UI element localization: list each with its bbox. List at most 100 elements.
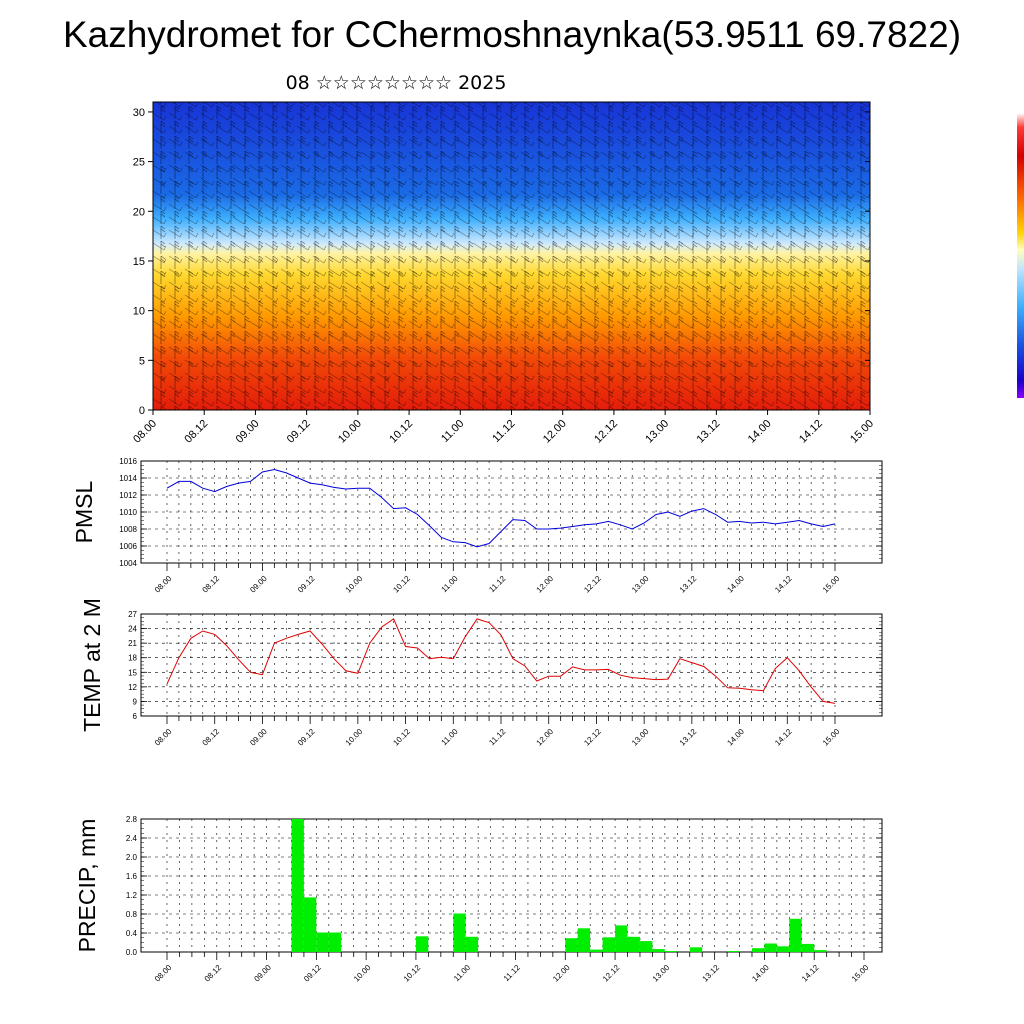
y-tick-label: 0.8 <box>126 910 138 919</box>
x-tick-label: 11.12 <box>502 963 522 983</box>
precip-panel: 0.0 0.4 0.8 1.2 1.6 2.0 2.4 2.8 08.00 08.12 09.00 0… <box>74 815 883 984</box>
x-tick-label: 13.00 <box>630 574 651 595</box>
x-tick-label: 11.12 <box>487 574 507 594</box>
y-tick-label: 1010 <box>119 508 137 517</box>
x-tick-label: 09.12 <box>302 963 323 984</box>
x-tick-label: 13.00 <box>630 727 651 748</box>
x-tick-label: 08.00 <box>131 418 159 446</box>
x-tick-label: 11.00 <box>439 418 466 445</box>
precip-bar <box>801 943 815 952</box>
x-tick-label: 15.00 <box>821 574 842 595</box>
x-tick-label: 13.12 <box>678 727 699 748</box>
x-tick-label: 11.00 <box>440 727 460 747</box>
x-tick-label: 08.12 <box>201 574 222 595</box>
series-line <box>166 618 836 704</box>
y-tick-label: 30 <box>133 107 145 119</box>
precip-bar <box>640 941 653 952</box>
precip-bar <box>776 946 790 952</box>
y-tick-label: 1014 <box>119 474 137 483</box>
x-tick-label: 14.00 <box>725 727 746 748</box>
x-tick-label: 11.12 <box>487 727 507 747</box>
x-tick-label: 13.00 <box>651 963 672 984</box>
x-tick-label: 13.12 <box>695 418 723 446</box>
x-tick-label: 12.00 <box>541 418 569 446</box>
x-tick-label: 12.00 <box>535 574 556 595</box>
cross-section-x-axis: 08.00 08.12 09.00 09.12 10.00 10.12 11.00 11.12… <box>131 410 876 446</box>
x-tick-label: 09.00 <box>248 727 269 748</box>
panel-frame <box>140 613 883 717</box>
y-tick-label: 0 <box>139 405 145 417</box>
x-tick-label: 10.00 <box>344 727 365 748</box>
y-tick-label: 1008 <box>119 525 137 534</box>
panel-frame <box>140 818 883 953</box>
x-tick-label: 10.00 <box>344 574 365 595</box>
precip-bar <box>316 932 329 952</box>
y-tick-label: 2.8 <box>126 815 138 824</box>
y-tick-label: 5 <box>139 355 145 367</box>
wind-barbs-overlay <box>153 102 870 410</box>
x-tick-label: 13.00 <box>643 418 671 446</box>
x-tick-label: 14.00 <box>750 963 771 984</box>
precip-bar <box>565 938 578 952</box>
temperature-panel: 6 9 12 15 18 21 24 27 08.00 08.12 09.00 09.12 10.00 1… <box>79 598 883 748</box>
y-tick-label: 1.6 <box>126 872 138 881</box>
x-tick-label: 12.00 <box>551 963 572 984</box>
y-tick-label: 12 <box>128 683 137 692</box>
x-tick-label: 15.00 <box>821 727 842 748</box>
y-tick-label: 6 <box>133 712 138 721</box>
y-tick-label: 0.0 <box>126 948 138 957</box>
precip-bar <box>727 951 740 952</box>
x-tick-label: 14.12 <box>773 727 794 748</box>
x-tick-label: 14.12 <box>773 574 794 595</box>
y-tick-label: 15 <box>128 668 137 677</box>
x-tick-label: 11.00 <box>452 963 472 983</box>
y-tick-label: 1006 <box>119 542 137 551</box>
precip-bar <box>664 951 678 952</box>
precip-bar <box>328 932 342 952</box>
x-tick-label: 11.00 <box>440 574 460 594</box>
cross-section-y-axis: 0 5 10 15 20 25 30 <box>133 107 870 417</box>
panel-frame <box>140 460 883 564</box>
x-tick-label: 14.00 <box>746 418 774 446</box>
x-tick-label: 10.12 <box>387 418 415 446</box>
x-tick-label: 12.12 <box>601 963 622 984</box>
x-tick-label: 15.00 <box>848 418 876 446</box>
precip-bar <box>789 918 802 953</box>
y-tick-label: 2.4 <box>126 834 138 843</box>
y-axis-label: PRECIP, mm <box>74 819 100 953</box>
y-tick-label: 15 <box>133 256 145 268</box>
precip-bar <box>602 937 615 952</box>
x-tick-label: 14.12 <box>797 418 825 446</box>
x-tick-label: 10.00 <box>352 963 373 984</box>
x-tick-label: 08.00 <box>153 963 174 984</box>
y-tick-label: 24 <box>128 625 137 634</box>
chart-title: Kazhydromet for CChermoshnaynka(53.9511 … <box>62 14 962 55</box>
cross-section-panel: 0 5 10 15 20 25 30 08.00 08.12 09.00 09.12 10.00 10… <box>131 101 876 446</box>
x-tick-label: 08.00 <box>153 727 174 748</box>
pmsl-panel: 1004 1006 1008 1010 1012 1014 1016 08.00 08.12 09… <box>71 457 883 595</box>
x-tick-label: 14.12 <box>800 963 821 984</box>
x-tick-label: 10.12 <box>391 574 412 595</box>
x-tick-label: 13.12 <box>701 963 722 984</box>
x-tick-label: 10.12 <box>391 727 412 748</box>
x-tick-label: 14.00 <box>725 574 746 595</box>
x-tick-label: 09.00 <box>248 574 269 595</box>
x-tick-label: 08.12 <box>203 963 224 984</box>
x-tick-label: 15.00 <box>850 963 871 984</box>
x-tick-label: 12.12 <box>582 727 603 748</box>
precip-bar <box>689 947 703 953</box>
x-tick-label: 09.00 <box>234 418 262 446</box>
x-tick-label: 09.00 <box>252 963 273 984</box>
precip-bar <box>465 936 479 952</box>
x-tick-label: 08.00 <box>153 574 174 595</box>
precip-bar <box>627 936 640 952</box>
precip-bar <box>652 949 665 952</box>
colorbar <box>1017 113 1024 398</box>
y-tick-label: 9 <box>133 697 138 706</box>
y-tick-label: 0.4 <box>126 929 138 938</box>
precip-bar <box>814 950 827 952</box>
precip-bar <box>303 897 317 952</box>
x-tick-label: 12.12 <box>592 418 620 446</box>
x-tick-label: 10.12 <box>402 963 423 984</box>
chart-subtitle: 08 ☆☆☆☆☆☆☆☆ 2025 <box>285 72 507 94</box>
